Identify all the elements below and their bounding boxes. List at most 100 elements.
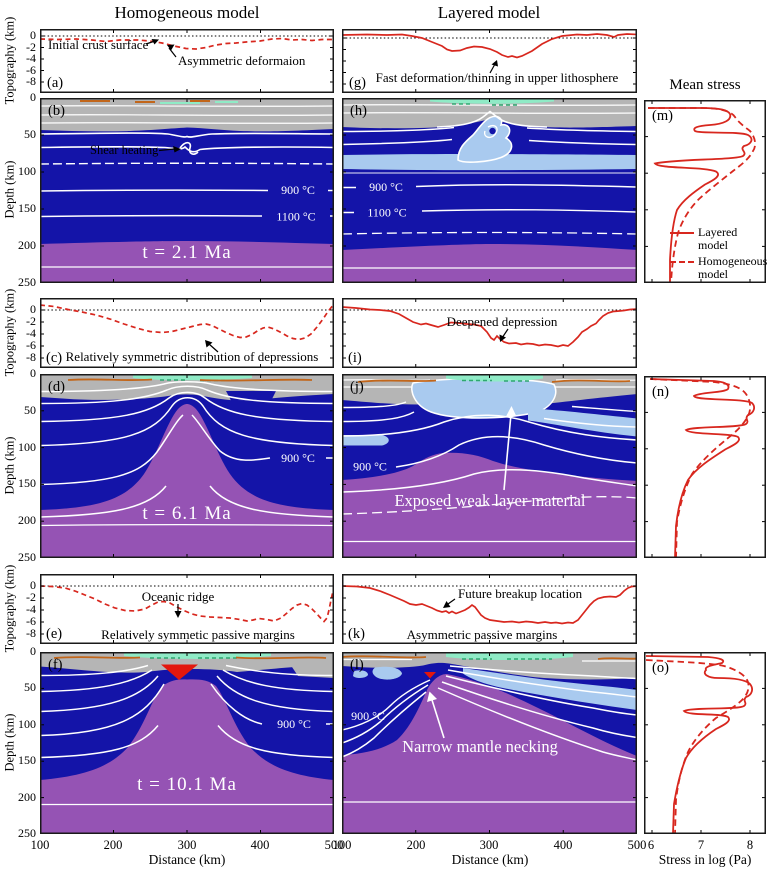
sediment-strip xyxy=(124,652,271,659)
annotation-arrow xyxy=(447,598,456,605)
axis-tick-label: 0 xyxy=(30,90,36,104)
panel-j-cross-section: Exposed weak layer material 900 °C (j) xyxy=(342,374,637,558)
panel-frame xyxy=(40,374,334,558)
axis-tick-label: 0 xyxy=(30,302,36,316)
axis-tick-label: -8 xyxy=(26,74,36,88)
time-label: t = 10.1 Ma xyxy=(137,774,237,795)
axis-tick-label: 150 xyxy=(18,476,36,490)
annotation: Narrow mantle necking xyxy=(402,737,558,756)
asthenosphere xyxy=(40,241,334,283)
panel-b-cross-section: Shear heating 900 °C 1100 °C t = 2.1 Ma … xyxy=(40,98,334,283)
panel-i-topography: Deepened depression (i) xyxy=(342,298,637,368)
sediment-strip xyxy=(133,374,252,381)
axis-tick-label: 150 xyxy=(18,201,36,215)
stress-curve-homogeneous xyxy=(648,107,757,283)
annotation: Asymmetric deformaion xyxy=(178,53,306,68)
annotation-arrow xyxy=(489,63,496,74)
annotation-arrow xyxy=(503,413,512,491)
tick-marks xyxy=(342,574,637,644)
temperature-contours xyxy=(40,105,334,268)
legend-entry-homogeneous: Homogeneous model xyxy=(670,255,768,281)
axis-tick-label: 400 xyxy=(250,838,270,852)
panel-frame xyxy=(40,29,334,93)
panel-letter: (b) xyxy=(48,103,65,119)
axis-tick-label: 250 xyxy=(18,550,36,564)
melt-region xyxy=(161,664,198,680)
green-dashes xyxy=(452,103,517,106)
axis-tick-label: -8 xyxy=(26,350,36,364)
depth-axis-label: Depth (km) xyxy=(2,713,17,772)
panel-frame xyxy=(644,100,766,283)
axis-tick-label: -4 xyxy=(26,326,36,340)
axis-tick-label: 200 xyxy=(18,790,36,804)
panel-frame xyxy=(342,298,637,368)
annotation: Shear heating xyxy=(90,143,159,157)
stress-legend: Layered model Homogeneous model xyxy=(670,226,768,284)
plume-curl xyxy=(483,124,498,139)
asthenosphere-dome xyxy=(342,452,637,558)
panel-frame xyxy=(342,652,637,834)
axis-tick-label: -2 xyxy=(26,590,36,604)
surface-orange-line xyxy=(342,655,637,660)
panel-l-cross-section: Narrow mantle necking 900 °C (l) xyxy=(342,652,637,834)
weak-layer-right xyxy=(463,668,637,710)
axis-tick-label: 50 xyxy=(24,127,36,141)
arrowhead xyxy=(491,60,498,67)
stress-curve-layered xyxy=(649,378,755,558)
sediment-strip xyxy=(446,652,573,660)
topography-curve xyxy=(342,33,637,59)
panel-letter: (c) xyxy=(46,350,62,366)
axis-tick-label: 6 xyxy=(647,838,655,852)
axis-tick-label: 0 xyxy=(30,644,36,658)
panel-bg xyxy=(644,100,766,283)
depth-axis-label: Depth (km) xyxy=(2,160,17,219)
panel-d-cross-section: 900 °C t = 6.1 Ma (d) xyxy=(40,374,334,558)
weak-layer-left xyxy=(372,666,402,680)
panel-k-topography: Future breakup location Asymmetric passi… xyxy=(342,574,637,644)
solid-line-sample xyxy=(670,232,694,234)
temperature-contours xyxy=(40,664,334,806)
axis-tick-label: -4 xyxy=(26,602,36,616)
panel-letter: (o) xyxy=(652,660,669,676)
arrowhead xyxy=(499,334,506,342)
axis-tick-label: 50 xyxy=(24,680,36,694)
annotation: Future breakup location xyxy=(458,586,583,601)
axis-tick-label: -8 xyxy=(26,626,36,640)
distance-axis-label: Distance (km) xyxy=(451,852,529,867)
temp-label: 900 °C xyxy=(281,451,315,465)
panel-n-stress: (n) xyxy=(644,376,766,558)
axis-tick-label: 7 xyxy=(697,838,705,852)
annotation: Relatively symmetic passive margins xyxy=(101,627,295,642)
temperature-contours xyxy=(342,665,637,803)
panel-frame xyxy=(644,652,766,834)
annotation: Deepened depression xyxy=(447,314,558,329)
stress-curve-layered xyxy=(648,107,753,283)
axis-tick-label: 250 xyxy=(18,275,36,289)
temp-label: 900 °C xyxy=(369,180,403,194)
annotation-arrow xyxy=(208,343,219,353)
annotation: Exposed weak layer material xyxy=(394,491,585,510)
plume-core xyxy=(489,127,496,135)
time-label: t = 6.1 Ma xyxy=(142,503,231,524)
sediment-strip xyxy=(446,374,543,382)
axis-tick-label: 300 xyxy=(177,838,197,852)
axis-tick-label: 100 xyxy=(30,838,50,852)
weak-layer-band-right xyxy=(528,408,637,437)
annotation: Fast deformation/thinning in upper litho… xyxy=(376,70,619,85)
arrowhead xyxy=(443,601,451,608)
weak-layer-plume xyxy=(457,115,513,163)
panel-o-stress: (o) xyxy=(644,652,766,834)
annotation: Asymmetric passive margins xyxy=(407,627,558,642)
axis-tick-label: 0 xyxy=(30,578,36,592)
legend-entry-layered: Layered model xyxy=(670,226,768,252)
column-title-layered: Layered model xyxy=(437,3,541,22)
temp-label: 900 °C xyxy=(281,183,315,197)
annotation-arrow xyxy=(158,148,175,152)
panel-e-topography: Oceanic ridge Relatively symmetic passiv… xyxy=(40,574,334,644)
depth-axis-label: Depth (km) xyxy=(2,436,17,495)
panel-letter: (g) xyxy=(349,75,366,91)
axis-tick-label: 200 xyxy=(406,838,426,852)
arrowhead xyxy=(167,44,175,51)
legend-label: Homogeneous model xyxy=(698,254,768,281)
